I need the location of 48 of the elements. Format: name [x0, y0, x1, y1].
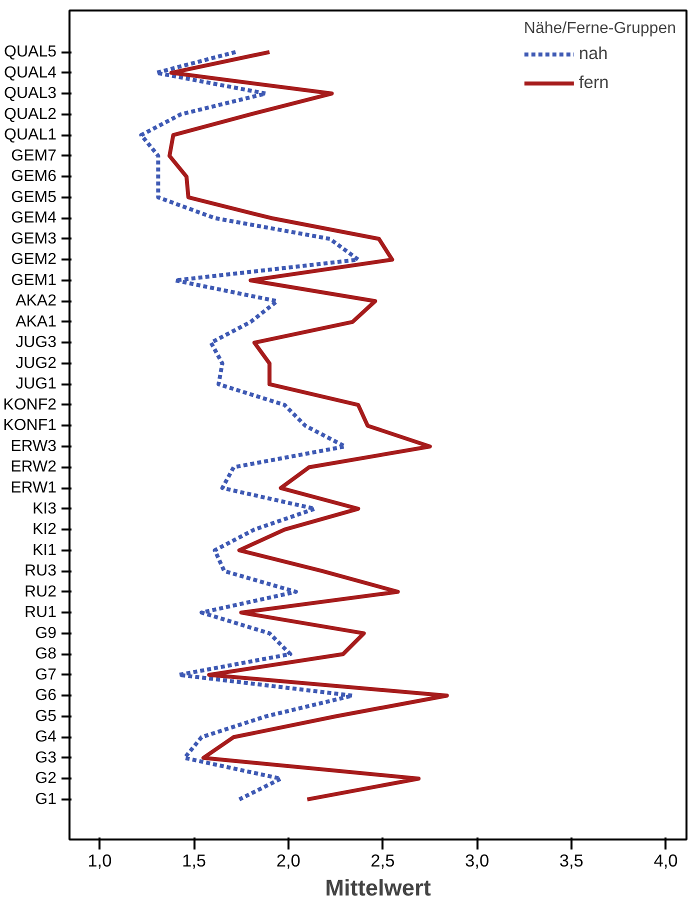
- y-tick-label: KI2: [32, 521, 57, 538]
- y-tick-label: G2: [35, 770, 57, 788]
- x-tick-label: 3,0: [465, 850, 490, 870]
- x-tick-label: 1,5: [182, 850, 206, 870]
- y-tick-label: QUAL1: [4, 126, 57, 144]
- y-tick-label: KONF2: [3, 396, 57, 414]
- y-tick-label: RU2: [24, 583, 57, 600]
- y-tick-label: GEM7: [11, 147, 57, 164]
- legend-title: Nähe/Ferne-Gruppen: [524, 20, 676, 38]
- y-tick-label: G6: [35, 687, 57, 704]
- x-tick-label: 4,0: [654, 850, 678, 870]
- y-tick-label: G8: [35, 646, 57, 663]
- y-tick-label: KONF1: [3, 417, 57, 434]
- x-tick-label: 1,0: [88, 850, 112, 870]
- y-tick-label: G7: [35, 666, 57, 684]
- y-tick-label: JUG1: [16, 376, 57, 393]
- y-tick-label: G3: [35, 749, 57, 766]
- y-tick-label: GEM1: [11, 272, 57, 289]
- y-tick-label: G4: [35, 728, 57, 746]
- y-tick-label: AKA2: [16, 292, 57, 310]
- y-tick-label: G9: [35, 624, 57, 642]
- x-axis-title: Mittelwert: [325, 874, 432, 900]
- y-tick-label: G5: [35, 708, 57, 725]
- y-tick-label: ERW1: [10, 480, 57, 497]
- y-tick-label: JUG3: [16, 334, 57, 352]
- legend-label: fern: [578, 72, 609, 93]
- y-tick-label: QUAL3: [4, 85, 57, 102]
- y-tick-label: KI3: [32, 500, 57, 518]
- y-tick-label: GEM2: [11, 251, 57, 268]
- y-tick-label: QUAL5: [4, 44, 57, 61]
- x-tick-label: 3,5: [559, 850, 584, 870]
- y-tick-label: RU1: [24, 604, 57, 622]
- y-tick-label: ERW3: [10, 438, 57, 455]
- y-tick-label: AKA1: [16, 313, 57, 330]
- y-tick-label: JUG2: [16, 354, 57, 372]
- y-tick-label: QUAL4: [4, 64, 57, 82]
- y-tick-label: ERW2: [10, 458, 57, 476]
- y-tick-label: G1: [35, 790, 57, 808]
- x-tick-label: 2,0: [276, 850, 300, 870]
- x-tick-label: 2,5: [370, 850, 395, 870]
- y-tick-label: GEM5: [11, 188, 57, 206]
- y-tick-label: GEM6: [11, 168, 57, 186]
- y-tick-label: RU3: [24, 562, 57, 580]
- y-tick-label: QUAL2: [4, 106, 57, 123]
- legend-label: nah: [578, 43, 608, 64]
- y-tick-label: GEM3: [11, 230, 57, 248]
- y-tick-label: KI1: [32, 542, 57, 559]
- y-tick-label: GEM4: [11, 210, 57, 227]
